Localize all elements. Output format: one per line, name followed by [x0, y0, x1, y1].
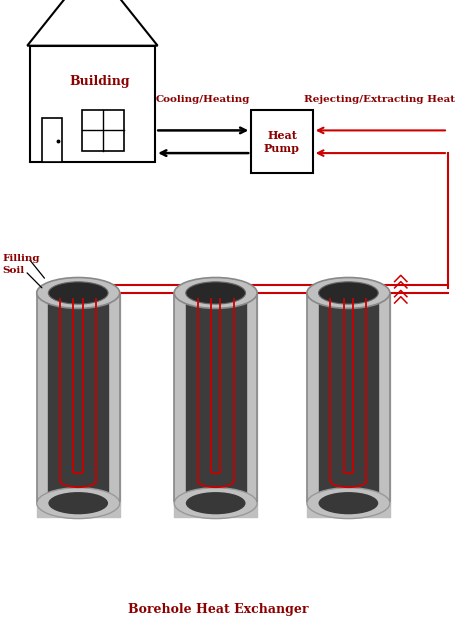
Bar — [82, 110, 124, 151]
Text: Heat
Pump: Heat Pump — [264, 130, 300, 154]
Ellipse shape — [319, 282, 378, 304]
Ellipse shape — [307, 488, 390, 518]
Text: Cooling/Heating: Cooling/Heating — [156, 95, 250, 104]
Text: Rejecting/Extracting Heat: Rejecting/Extracting Heat — [304, 95, 455, 104]
Ellipse shape — [186, 282, 246, 304]
Text: Borehole Heat Exchanger: Borehole Heat Exchanger — [128, 603, 308, 616]
Ellipse shape — [186, 492, 246, 514]
Text: Building: Building — [69, 76, 130, 88]
Bar — [29, 45, 155, 163]
Ellipse shape — [48, 492, 108, 514]
Ellipse shape — [48, 282, 108, 304]
Ellipse shape — [319, 492, 378, 514]
Ellipse shape — [37, 488, 119, 518]
Ellipse shape — [37, 277, 119, 308]
Bar — [42, 118, 62, 163]
Polygon shape — [27, 0, 157, 45]
Bar — [251, 110, 313, 173]
Text: Soil: Soil — [2, 266, 25, 275]
Text: Filling: Filling — [2, 254, 40, 263]
Ellipse shape — [174, 488, 257, 518]
Ellipse shape — [174, 277, 257, 308]
Ellipse shape — [307, 277, 390, 308]
